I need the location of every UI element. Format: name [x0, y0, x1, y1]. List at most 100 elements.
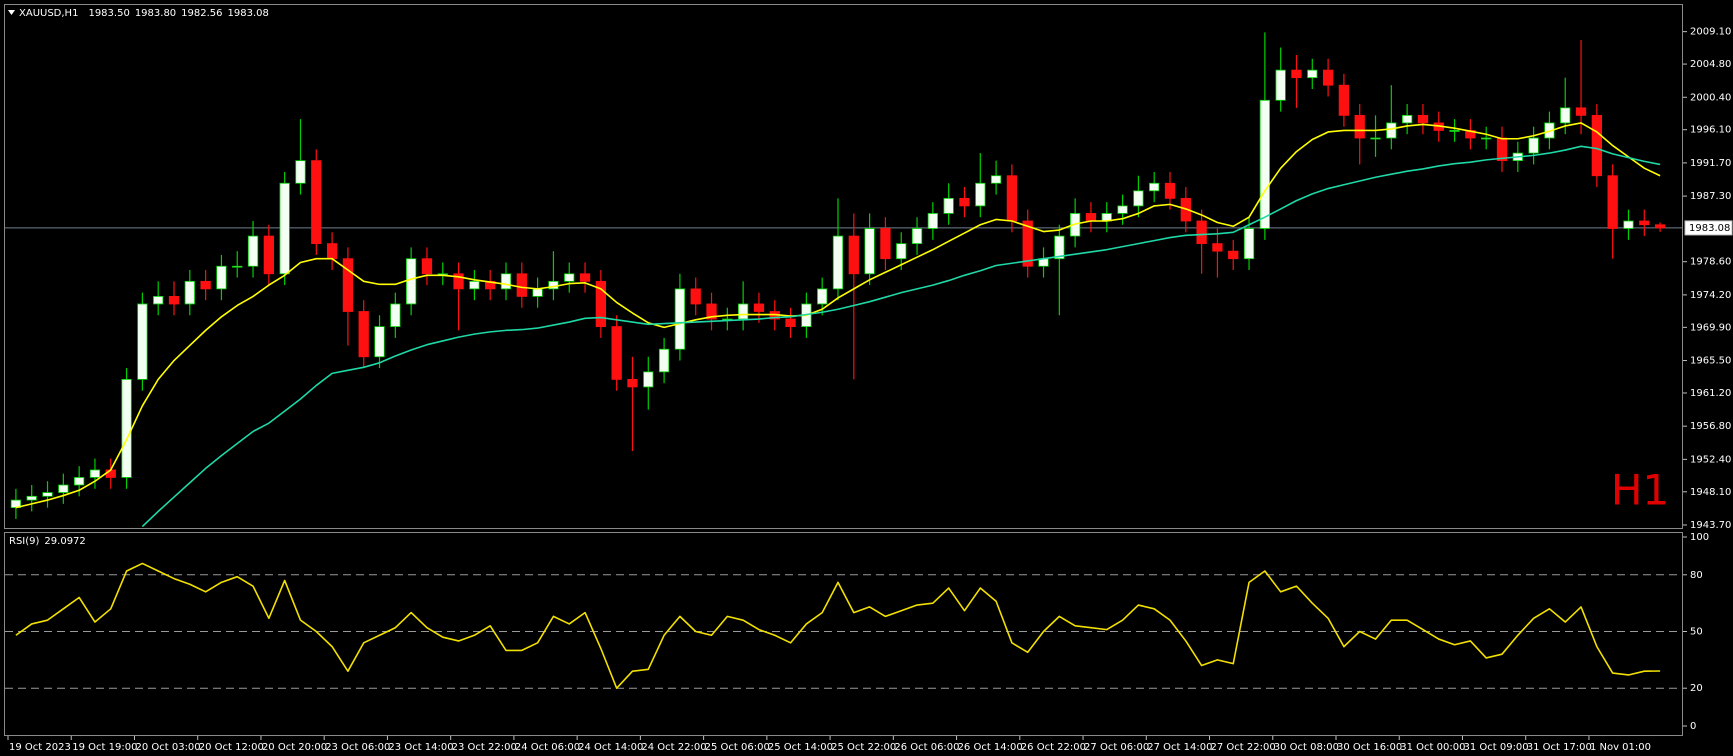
candle-body — [42, 492, 53, 497]
candle-body — [374, 326, 385, 358]
candle-body — [1575, 107, 1587, 116]
x-tick-label: 30 Oct 08:00 — [1274, 742, 1339, 753]
candle-body — [1639, 220, 1650, 226]
candle-body — [1006, 175, 1018, 222]
candle-body — [1528, 137, 1539, 154]
x-tick-label: 26 Oct 14:00 — [958, 742, 1023, 753]
y-tick-label: 1952.40 — [1690, 454, 1731, 465]
x-tick-label: 23 Oct 22:00 — [452, 742, 517, 753]
candle-body — [864, 228, 875, 275]
y-tick-label: 50 — [1690, 627, 1703, 638]
x-tick-label: 31 Oct 17:00 — [1527, 742, 1592, 753]
y-tick-label: 1987.30 — [1690, 191, 1731, 202]
y-tick-label: 80 — [1690, 570, 1703, 581]
timeframe-label: H1 — [1611, 466, 1669, 515]
candle-body — [342, 258, 354, 312]
candle-body — [1654, 224, 1666, 229]
y-tick-label: 1965.50 — [1690, 356, 1731, 367]
candle-body — [1117, 205, 1128, 214]
x-tick-label: 23 Oct 14:00 — [388, 742, 453, 753]
quote-open: 1983.50 — [88, 8, 129, 19]
x-tick-label: 27 Oct 22:00 — [1211, 742, 1276, 753]
candle-body — [1386, 122, 1397, 139]
indicator-line — [15, 562, 1661, 689]
candle-body — [1370, 137, 1381, 140]
candle-body — [469, 280, 480, 290]
y-tick-label: 1948.10 — [1690, 487, 1731, 498]
candle-body — [1291, 69, 1302, 79]
candle-body — [753, 303, 765, 312]
x-tick-label: 19 Oct 2023 — [9, 742, 71, 753]
y-tick-label: 2000.40 — [1690, 92, 1731, 103]
x-tick-label: 24 Oct 14:00 — [578, 742, 643, 753]
indicator-line — [15, 122, 1661, 509]
symbol-menu-arrow — [8, 10, 15, 15]
candle-body — [1259, 99, 1270, 229]
candle-body — [674, 288, 686, 350]
x-tick-label: 25 Oct 14:00 — [768, 742, 833, 753]
y-tick-label: 100 — [1690, 532, 1709, 543]
candle-body — [817, 288, 828, 305]
candle-body — [927, 213, 938, 229]
candle-body — [358, 311, 369, 358]
candle-body — [200, 280, 211, 290]
symbol: XAUUSD,H1 — [19, 8, 78, 19]
candle-body — [105, 469, 116, 478]
candle-body — [1623, 220, 1634, 229]
quote-high: 1983.80 — [135, 8, 176, 19]
candle-body — [1228, 250, 1239, 260]
candle-body — [216, 265, 227, 290]
quote-header: XAUUSD,H1 1983.50 1983.80 1982.56 1983.08 — [19, 8, 269, 19]
candle-body — [564, 273, 575, 282]
candle-body — [1338, 84, 1350, 116]
candle-body — [832, 235, 844, 290]
x-tick-label: 23 Oct 06:00 — [325, 742, 390, 753]
candle-body — [896, 243, 907, 260]
candle-body — [1591, 114, 1602, 177]
y-tick-label: 1956.80 — [1690, 421, 1731, 432]
candle-body — [1402, 114, 1413, 124]
x-tick-label: 25 Oct 06:00 — [705, 742, 770, 753]
candle-body — [1417, 114, 1429, 124]
candle-body — [1133, 190, 1144, 207]
x-tick-label: 31 Oct 09:00 — [1463, 742, 1528, 753]
candle-body — [184, 280, 195, 305]
price-label: 1983.08 — [1689, 223, 1730, 234]
candle-body — [26, 495, 37, 501]
candle-body — [1496, 137, 1508, 162]
y-tick-label: 1974.20 — [1690, 290, 1731, 301]
candle-body — [611, 326, 622, 380]
candle-body — [421, 258, 433, 275]
candle-body — [532, 288, 543, 297]
candle-body — [1481, 137, 1492, 140]
candle-body — [89, 469, 101, 478]
candle-body — [880, 228, 891, 260]
x-tick-label: 26 Oct 06:00 — [894, 742, 959, 753]
candle-body — [168, 296, 180, 305]
candle-body — [295, 160, 306, 184]
candle-body — [500, 273, 512, 290]
candle-body — [848, 235, 859, 275]
rsi-title: RSI(9) — [9, 536, 40, 547]
x-tick-label: 20 Oct 03:00 — [135, 742, 200, 753]
candle-body — [58, 484, 69, 493]
x-tick-label: 20 Oct 20:00 — [262, 742, 327, 753]
candle-body — [1449, 130, 1460, 132]
x-tick-label: 25 Oct 22:00 — [831, 742, 896, 753]
y-tick-label: 0 — [1690, 721, 1696, 732]
x-tick-label: 24 Oct 22:00 — [641, 742, 706, 753]
candle-body — [959, 197, 970, 207]
x-tick-label: 24 Oct 06:00 — [515, 742, 580, 753]
candle-body — [690, 288, 701, 305]
candle-body — [1054, 235, 1065, 260]
candle-body — [311, 160, 322, 245]
candle-body — [785, 318, 796, 327]
candle-body — [658, 348, 670, 373]
x-tick-label: 26 Oct 22:00 — [1021, 742, 1086, 753]
candle-body — [595, 280, 606, 327]
candle-body — [1322, 69, 1334, 86]
candle-body — [1275, 69, 1286, 101]
